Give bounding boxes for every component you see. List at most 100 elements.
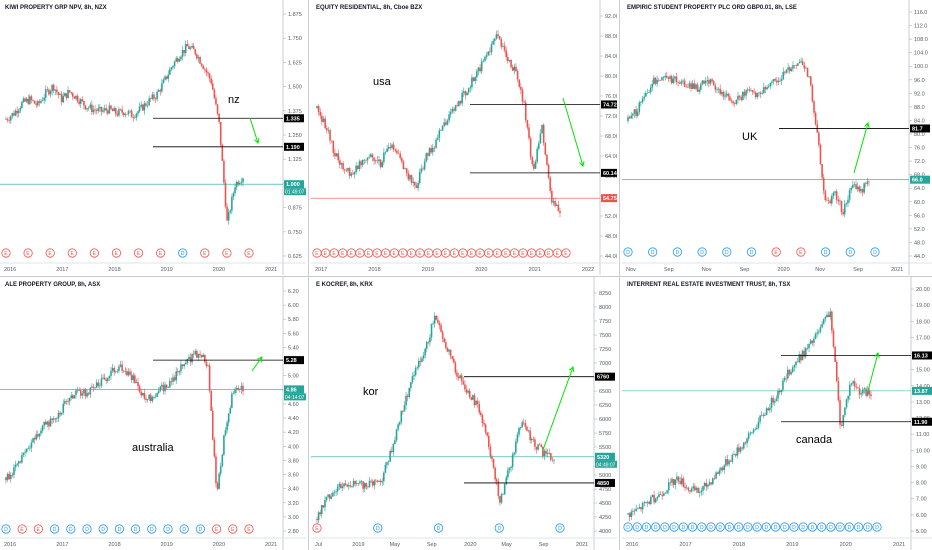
candle[interactable] bbox=[126, 368, 128, 377]
candle[interactable] bbox=[97, 104, 100, 114]
candle[interactable] bbox=[330, 140, 333, 143]
candle[interactable] bbox=[449, 108, 452, 119]
candle[interactable] bbox=[806, 67, 809, 78]
candle[interactable] bbox=[853, 181, 856, 188]
candle[interactable] bbox=[712, 477, 714, 486]
candle[interactable] bbox=[779, 77, 781, 82]
earnings-icon[interactable]: E bbox=[466, 248, 477, 258]
candle[interactable] bbox=[389, 142, 392, 151]
earnings-icon[interactable]: E bbox=[17, 524, 27, 534]
dividend-icon[interactable]: D bbox=[651, 522, 661, 532]
candle[interactable] bbox=[412, 177, 415, 187]
candle[interactable] bbox=[721, 466, 724, 472]
candle[interactable] bbox=[783, 376, 786, 383]
candle[interactable] bbox=[675, 72, 678, 86]
candle[interactable] bbox=[151, 91, 154, 101]
candle[interactable] bbox=[402, 159, 405, 170]
candle[interactable] bbox=[161, 382, 163, 390]
candle[interactable] bbox=[818, 130, 820, 148]
candle[interactable] bbox=[657, 77, 660, 82]
candle[interactable] bbox=[51, 83, 53, 96]
candle[interactable] bbox=[659, 491, 662, 496]
candle[interactable] bbox=[154, 96, 157, 103]
candle[interactable] bbox=[73, 394, 76, 399]
candle[interactable] bbox=[715, 470, 717, 480]
candle[interactable] bbox=[141, 103, 144, 112]
candle[interactable] bbox=[418, 168, 421, 185]
candle[interactable] bbox=[27, 445, 30, 450]
candle[interactable] bbox=[808, 343, 810, 353]
candle[interactable] bbox=[466, 91, 468, 96]
candle[interactable] bbox=[413, 371, 415, 380]
earnings-icon[interactable]: E bbox=[441, 248, 451, 258]
earnings-icon[interactable]: E bbox=[796, 247, 806, 257]
candle[interactable] bbox=[405, 391, 407, 410]
candle[interactable] bbox=[745, 89, 747, 100]
candle[interactable] bbox=[122, 370, 125, 373]
candle[interactable] bbox=[451, 106, 454, 114]
candle[interactable] bbox=[465, 385, 468, 395]
candle[interactable] bbox=[694, 483, 696, 492]
earnings-icon[interactable]: E bbox=[424, 248, 434, 258]
candle[interactable] bbox=[458, 100, 460, 107]
candle[interactable] bbox=[756, 424, 758, 430]
candle[interactable] bbox=[89, 102, 92, 110]
candle[interactable] bbox=[526, 119, 529, 131]
candle[interactable] bbox=[151, 395, 154, 404]
candle[interactable] bbox=[92, 105, 95, 116]
candle[interactable] bbox=[208, 72, 211, 83]
candle[interactable] bbox=[677, 81, 679, 87]
candle[interactable] bbox=[669, 478, 672, 486]
candle[interactable] bbox=[438, 127, 441, 143]
candle[interactable] bbox=[696, 82, 699, 92]
candle[interactable] bbox=[41, 424, 44, 434]
dividend-icon[interactable]: D bbox=[826, 522, 836, 532]
candle[interactable] bbox=[765, 407, 768, 416]
candle[interactable] bbox=[437, 315, 439, 325]
candle[interactable] bbox=[221, 453, 224, 468]
candle[interactable] bbox=[816, 328, 818, 338]
candle[interactable] bbox=[322, 116, 325, 123]
candle[interactable] bbox=[448, 110, 450, 123]
candle[interactable] bbox=[785, 69, 788, 74]
candle[interactable] bbox=[760, 411, 763, 417]
dividend-icon[interactable]: D bbox=[555, 523, 565, 533]
candle[interactable] bbox=[17, 108, 20, 118]
candle[interactable] bbox=[485, 51, 488, 60]
candle[interactable] bbox=[497, 477, 500, 499]
candle[interactable] bbox=[37, 430, 39, 439]
candle[interactable] bbox=[749, 431, 752, 436]
candle[interactable] bbox=[847, 395, 849, 403]
candle[interactable] bbox=[643, 500, 646, 507]
candle[interactable] bbox=[24, 97, 26, 103]
candle[interactable] bbox=[49, 415, 52, 427]
candle[interactable] bbox=[725, 455, 727, 467]
candle[interactable] bbox=[500, 492, 503, 505]
candle[interactable] bbox=[440, 322, 442, 333]
candle[interactable] bbox=[747, 431, 750, 442]
candle[interactable] bbox=[41, 97, 44, 102]
candle[interactable] bbox=[172, 65, 174, 70]
candle[interactable] bbox=[70, 91, 73, 95]
candle[interactable] bbox=[834, 190, 836, 196]
projection-arrow[interactable] bbox=[251, 356, 263, 372]
candle[interactable] bbox=[317, 104, 320, 116]
dividend-icon[interactable]: D bbox=[789, 522, 799, 532]
chart-interrent-reit[interactable]: INTERRENT REAL ESTATE INVESTMENT TRUST, … bbox=[622, 277, 932, 550]
dividend-icon[interactable]: D bbox=[722, 247, 732, 257]
candle[interactable] bbox=[102, 373, 104, 380]
candle[interactable] bbox=[819, 143, 822, 166]
candle[interactable] bbox=[628, 115, 631, 119]
candle[interactable] bbox=[127, 109, 130, 117]
candle[interactable] bbox=[9, 115, 12, 124]
candle[interactable] bbox=[106, 377, 109, 384]
candle[interactable] bbox=[700, 487, 703, 496]
candle[interactable] bbox=[803, 346, 805, 359]
candle[interactable] bbox=[239, 180, 241, 186]
candle[interactable] bbox=[834, 345, 836, 363]
candle[interactable] bbox=[229, 209, 232, 214]
candle[interactable] bbox=[186, 358, 189, 366]
candle[interactable] bbox=[156, 89, 158, 102]
candle[interactable] bbox=[194, 348, 197, 356]
candle[interactable] bbox=[60, 90, 63, 106]
